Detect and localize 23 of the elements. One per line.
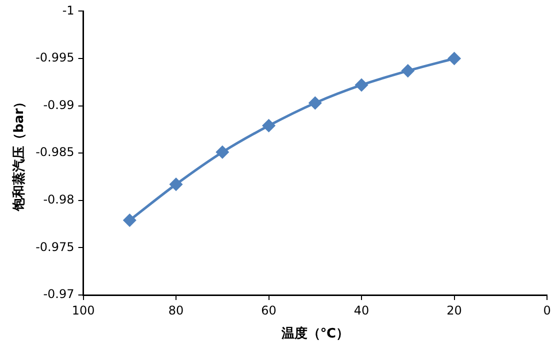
point: [402, 64, 414, 78]
x-tick-label: 40: [354, 303, 370, 318]
y-tick-label: -0.995: [36, 50, 74, 65]
x-tick-label: 0: [543, 303, 551, 318]
y-tick-label: -0.99: [43, 98, 74, 112]
point: [262, 119, 276, 132]
y-tick-label: -0.98: [43, 192, 74, 207]
x-tick-label: 60: [261, 303, 276, 318]
y-tick-label: -0.975: [36, 240, 74, 254]
point: [448, 52, 461, 65]
x-tick-label: 20: [446, 303, 462, 318]
point: [355, 78, 368, 92]
y-tick-label: -1: [62, 3, 74, 18]
point: [170, 178, 182, 191]
point: [123, 214, 136, 227]
point: [308, 96, 322, 110]
y-axis-title: 饱和蒸汽压（bar）: [11, 95, 28, 212]
x-axis-title: 温度（℃）: [280, 326, 350, 342]
x-tick-label: 100: [72, 303, 95, 318]
x-tick-label: 80: [168, 303, 184, 318]
y-tick-label: -0.985: [36, 145, 74, 160]
point: [216, 146, 229, 158]
y-tick-label: -0.97: [43, 287, 74, 302]
